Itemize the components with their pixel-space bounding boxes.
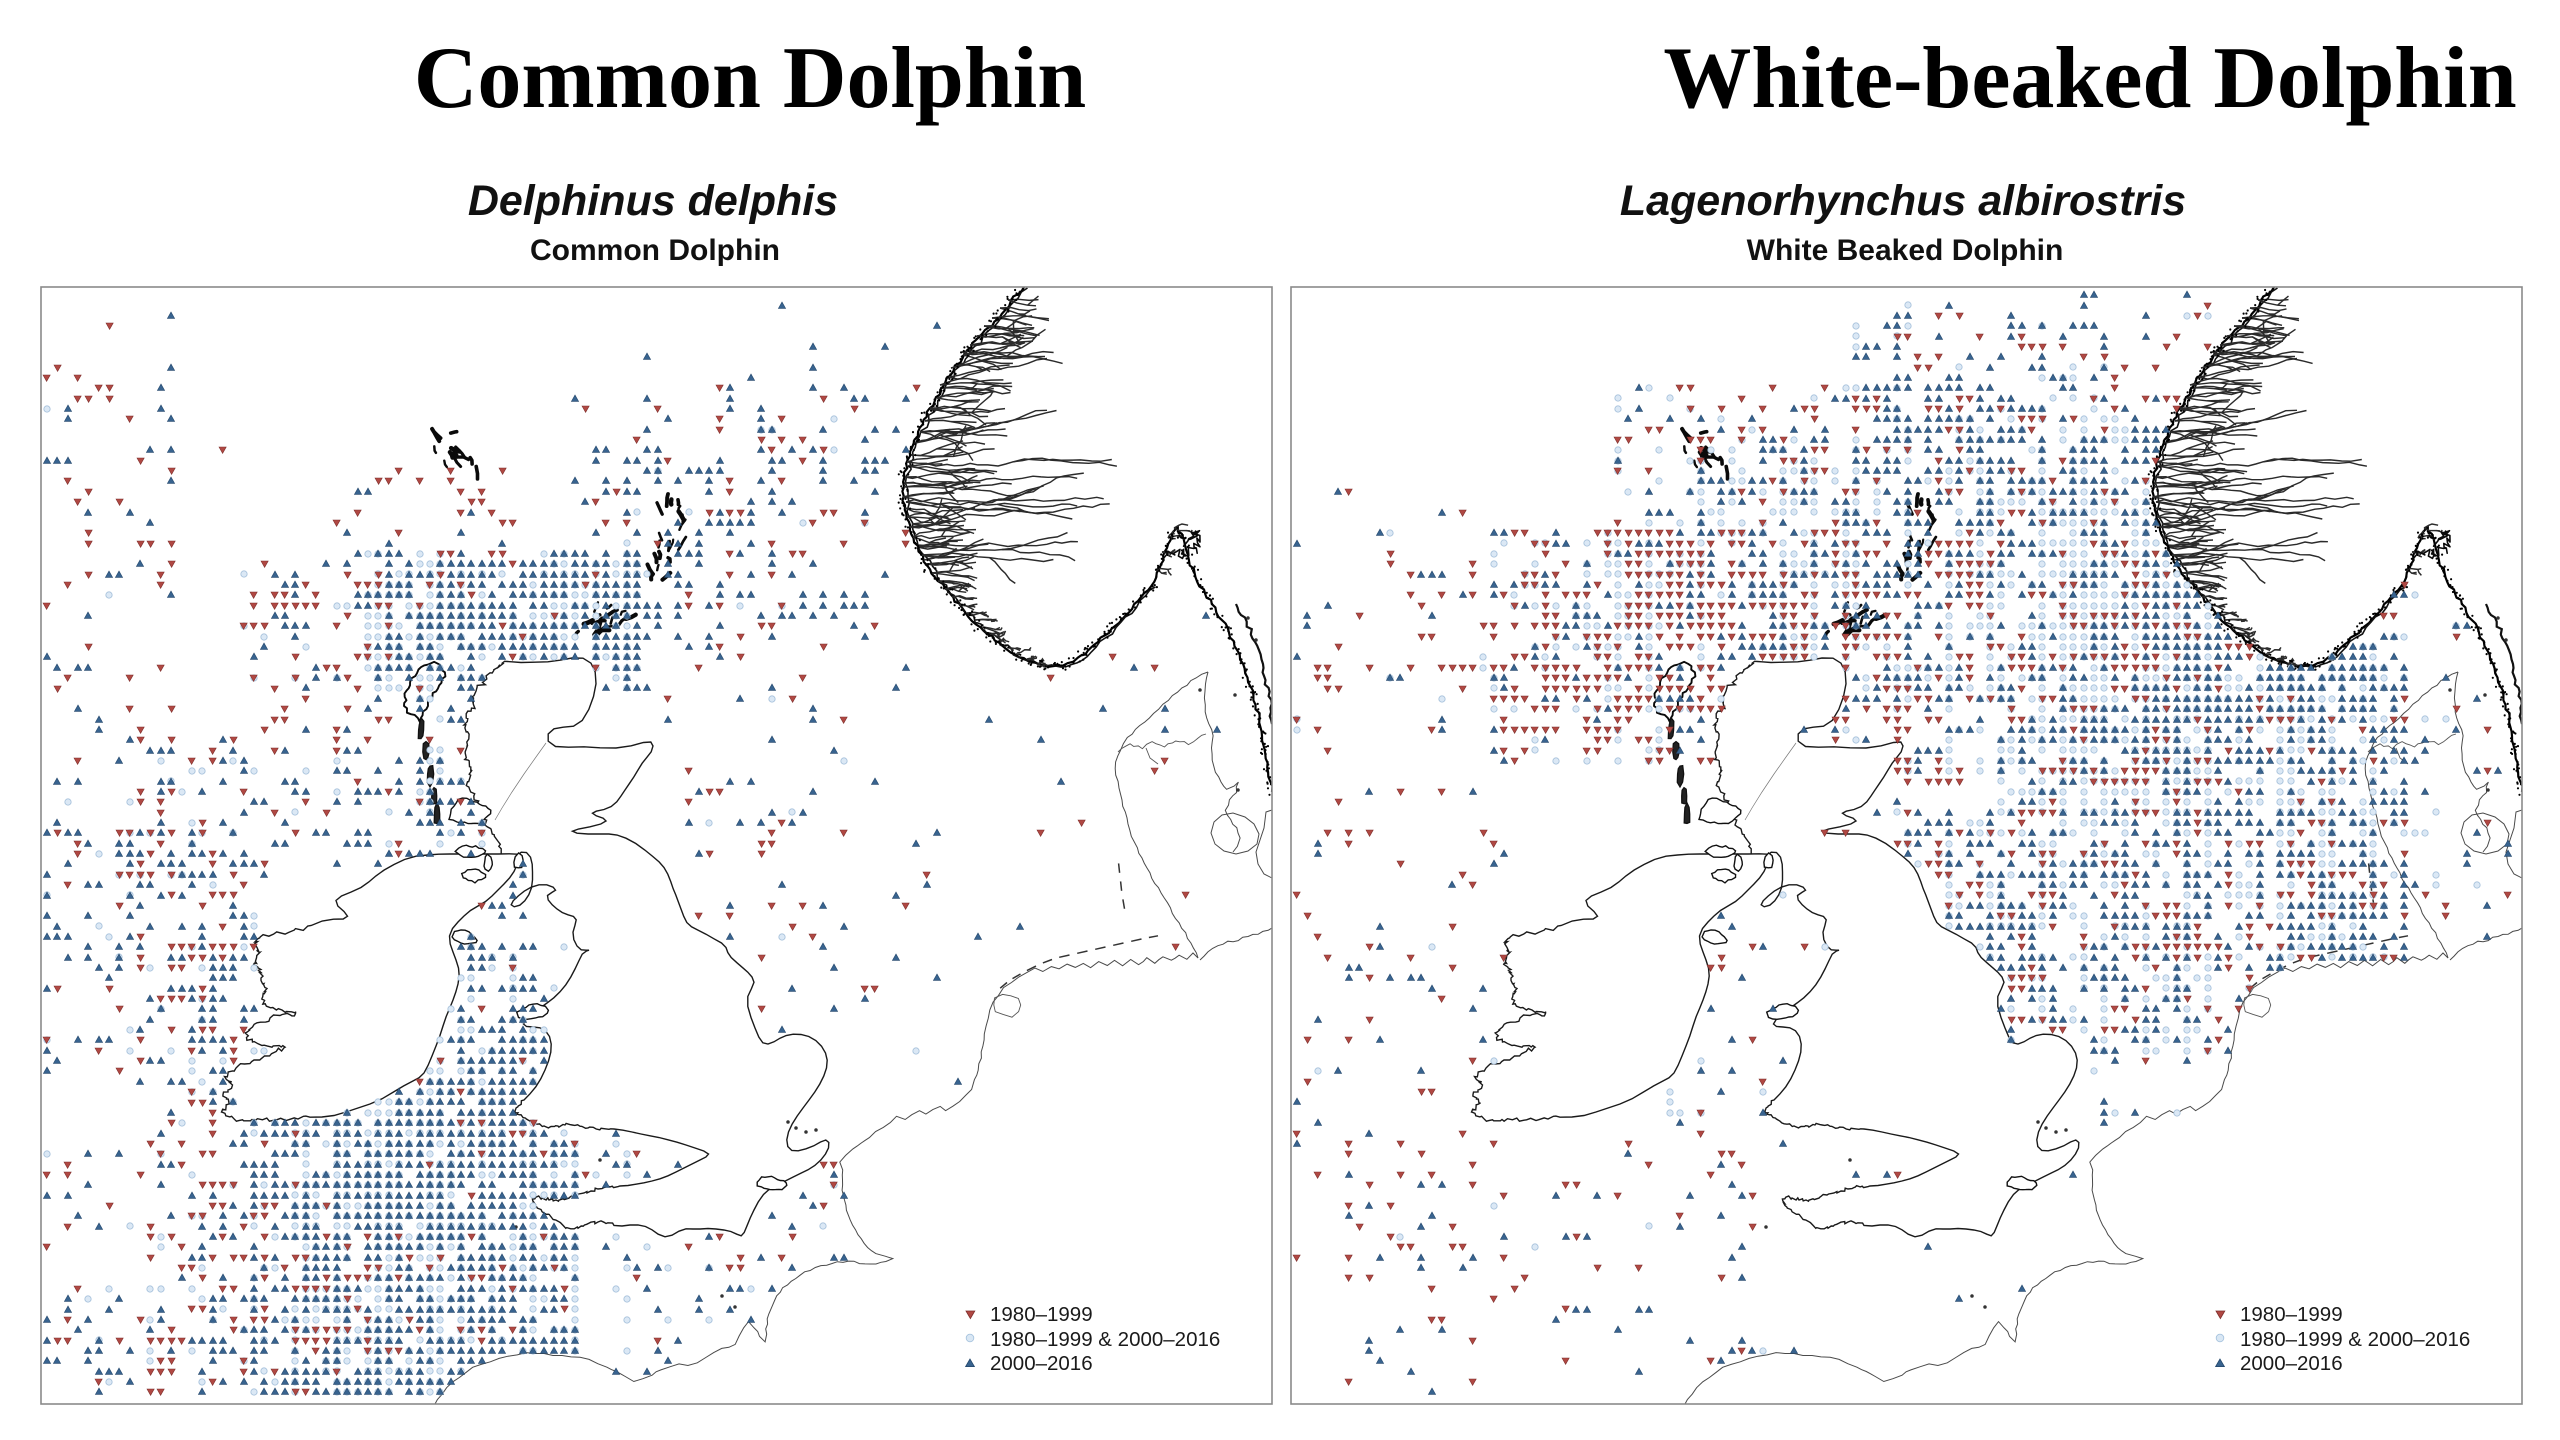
svg-text:2000–2016: 2000–2016 <box>2240 1352 2343 1375</box>
svg-text:1980–1999 & 2000–2016: 1980–1999 & 2000–2016 <box>2240 1328 2470 1351</box>
svg-text:1980–1999: 1980–1999 <box>990 1303 1093 1326</box>
svg-text:1980–1999 & 2000–2016: 1980–1999 & 2000–2016 <box>990 1328 1220 1351</box>
svg-text:2000–2016: 2000–2016 <box>990 1352 1093 1375</box>
svg-text:1980–1999: 1980–1999 <box>2240 1303 2343 1326</box>
